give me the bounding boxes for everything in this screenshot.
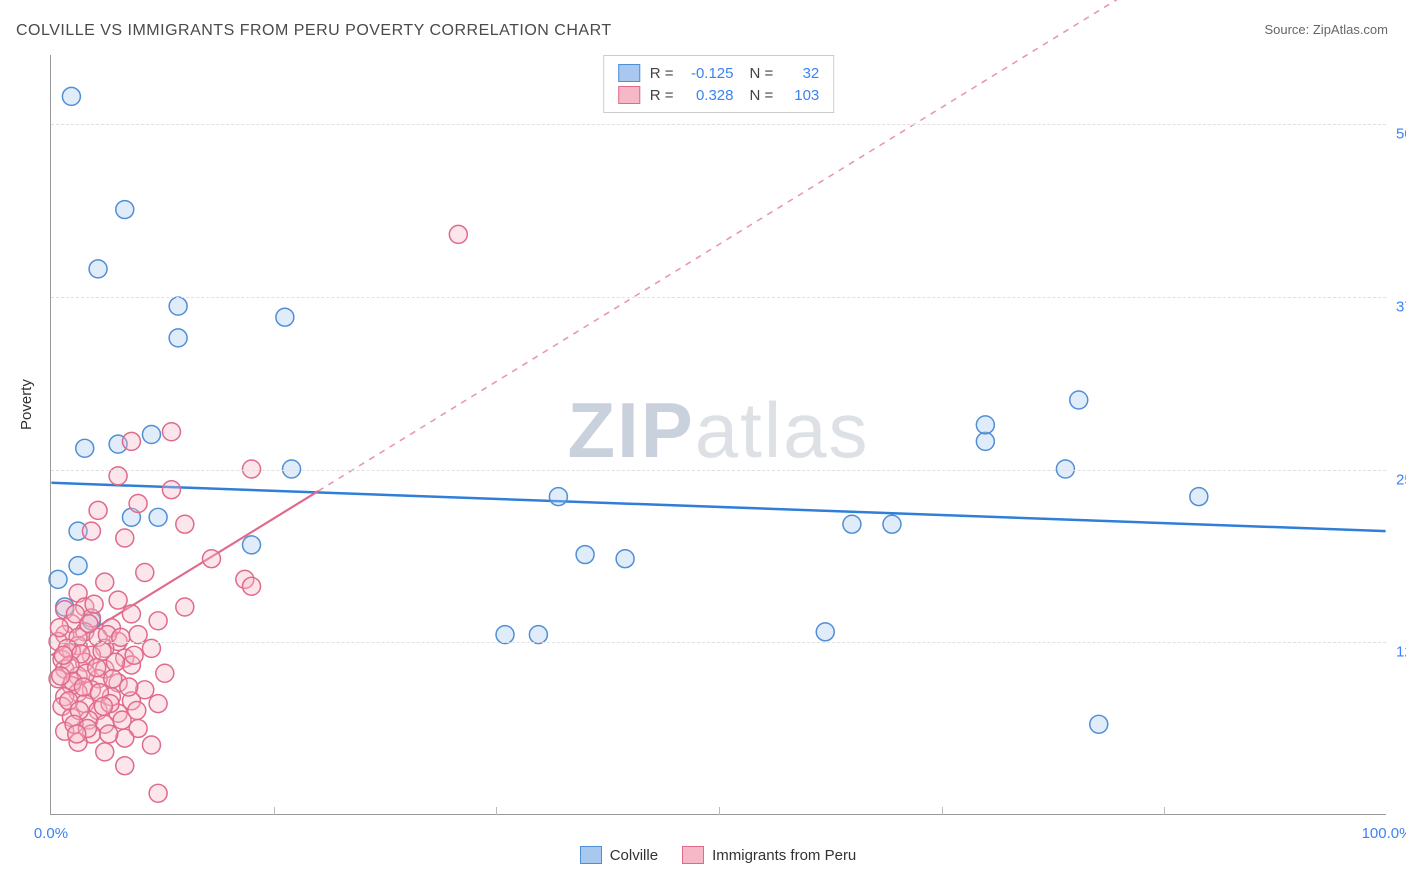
- gridline-h: [51, 470, 1386, 471]
- swatch-colville: [580, 846, 602, 864]
- legend-item-colville: Colville: [580, 846, 658, 864]
- r-label: R =: [650, 65, 674, 82]
- x-tick-mark: [274, 807, 275, 815]
- n-value: 103: [783, 87, 819, 104]
- r-value: -0.125: [684, 65, 734, 82]
- n-label: N =: [750, 87, 774, 104]
- gridline-h: [51, 642, 1386, 643]
- x-tick-mark: [942, 807, 943, 815]
- legend-label-peru: Immigrants from Peru: [712, 847, 856, 864]
- swatch-peru: [682, 846, 704, 864]
- legend-label-colville: Colville: [610, 847, 658, 864]
- chart-container: COLVILLE VS IMMIGRANTS FROM PERU POVERTY…: [0, 0, 1406, 892]
- legend-bottom: Colville Immigrants from Peru: [50, 846, 1386, 864]
- legend-item-peru: Immigrants from Peru: [682, 846, 856, 864]
- plot-area: ZIPatlas 12.5%25.0%37.5%50.0%0.0%100.0%R…: [50, 55, 1386, 815]
- chart-title: COLVILLE VS IMMIGRANTS FROM PERU POVERTY…: [16, 22, 612, 40]
- source-prefix: Source:: [1264, 22, 1312, 37]
- x-tick-mark: [1164, 807, 1165, 815]
- swatch-icon: [618, 86, 640, 104]
- source-attribution: Source: ZipAtlas.com: [1264, 22, 1388, 37]
- x-tick-label: 100.0%: [1362, 825, 1406, 842]
- y-tick-label: 12.5%: [1396, 644, 1406, 661]
- source-link[interactable]: ZipAtlas.com: [1313, 22, 1388, 37]
- r-label: R =: [650, 87, 674, 104]
- gridline-h: [51, 297, 1386, 298]
- x-tick-label: 0.0%: [34, 825, 68, 842]
- legend-stats-row: R = 0.328 N = 103: [618, 84, 820, 106]
- n-value: 32: [783, 65, 819, 82]
- chart-svg: [51, 55, 1386, 814]
- legend-stats: R = -0.125 N = 32 R = 0.328 N = 103: [603, 55, 835, 113]
- y-axis-label: Poverty: [18, 379, 35, 430]
- y-tick-label: 25.0%: [1396, 471, 1406, 488]
- legend-stats-row: R = -0.125 N = 32: [618, 62, 820, 84]
- y-tick-label: 37.5%: [1396, 298, 1406, 315]
- r-value: 0.328: [684, 87, 734, 104]
- x-tick-mark: [496, 807, 497, 815]
- n-label: N =: [750, 65, 774, 82]
- swatch-icon: [618, 64, 640, 82]
- y-tick-label: 50.0%: [1396, 126, 1406, 143]
- x-tick-mark: [719, 807, 720, 815]
- gridline-h: [51, 124, 1386, 125]
